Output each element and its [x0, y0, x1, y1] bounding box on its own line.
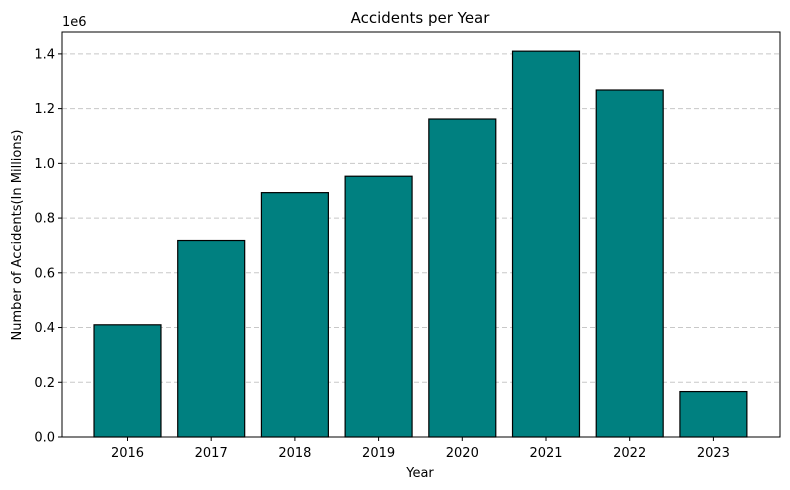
bar-2019	[344, 175, 413, 438]
bar-2023	[679, 390, 748, 438]
y-tick-label: 0.6	[34, 266, 55, 281]
y-tick-label: 1.2	[34, 102, 55, 117]
x-tick-label: 2020	[446, 446, 479, 461]
bar-2018	[260, 192, 329, 438]
x-ticks: 2016 2017 2018 2019 2020 2021 2022 2023	[111, 437, 730, 461]
x-tick-label: 2017	[195, 446, 228, 461]
bar-2020	[428, 118, 497, 438]
x-tick-label: 2021	[529, 446, 562, 461]
y-tick-label: 0.4	[34, 321, 55, 336]
x-axis-label: Year	[405, 466, 434, 481]
x-tick-label: 2019	[362, 446, 395, 461]
chart-title: Accidents per Year	[351, 9, 491, 27]
bars	[93, 50, 748, 438]
x-tick-label: 2018	[278, 446, 311, 461]
y-offset-label: 1e6	[62, 15, 87, 30]
y-tick-label: 0.2	[34, 376, 55, 391]
y-tick-label: 0.0	[34, 431, 55, 446]
y-tick-label: 0.8	[34, 212, 55, 227]
plot-frame	[61, 31, 781, 438]
y-tick-label: 1.4	[34, 47, 55, 62]
x-tick-label: 2023	[697, 446, 730, 461]
bar-2022	[595, 89, 664, 438]
axes	[61, 31, 781, 438]
bar-2017	[177, 239, 246, 438]
bar-2016	[93, 324, 162, 438]
bar-2021	[511, 50, 581, 438]
grid-lines	[62, 53, 780, 383]
y-ticks: 0.0 0.2 0.4 0.6 0.8 1.0 1.2 1.4	[34, 47, 62, 446]
x-tick-label: 2022	[613, 446, 646, 461]
y-axis-label: Number of Accidents(In Millions)	[10, 130, 25, 341]
y-tick-label: 1.0	[34, 157, 55, 172]
x-tick-label: 2016	[111, 446, 144, 461]
